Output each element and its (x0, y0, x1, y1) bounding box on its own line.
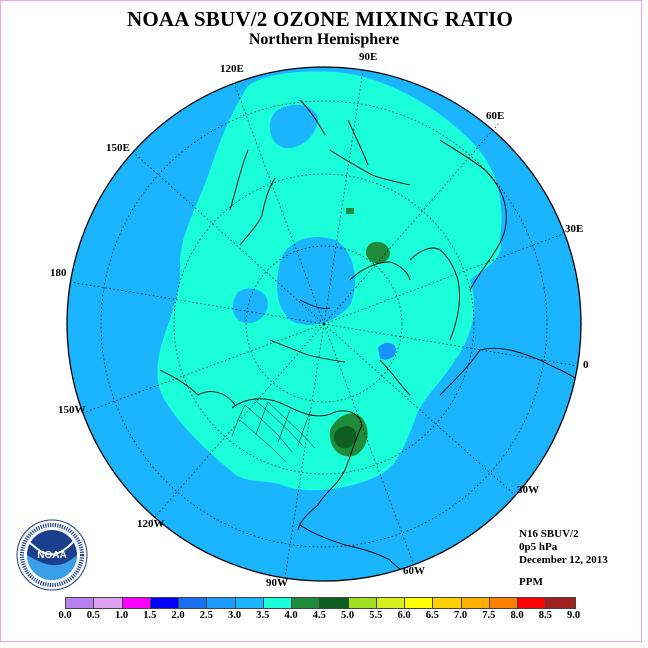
colorbar-cell (235, 598, 264, 608)
lon-label-60w: 60W (403, 565, 425, 577)
lon-label-150e: 150E (106, 142, 130, 154)
high-region-siberia (365, 241, 390, 264)
colorbar-cell (263, 598, 292, 608)
colorbar-cell (320, 598, 349, 608)
colorbar-tick-label: 5.0 (340, 610, 355, 621)
colorbar-cell (461, 598, 490, 608)
colorbar-cell (518, 598, 547, 608)
colorbar-tick-label: 0.0 (58, 610, 72, 621)
page-subtitle: Northern Hemisphere (248, 31, 400, 48)
state-boundaries (231, 399, 316, 463)
colorbar-cell (405, 598, 434, 608)
units-label: PPM (519, 576, 543, 588)
low-region-arctic (277, 236, 355, 325)
lon-label-30w: 30W (517, 484, 539, 496)
colorbar-cell (433, 598, 462, 608)
graticule (69, 69, 579, 579)
coastlines (159, 99, 576, 581)
colorbar-cell (348, 598, 377, 608)
colorbar-tick-label: 0.5 (86, 610, 100, 621)
colorbar-tick-label: 5.5 (369, 610, 383, 621)
low-region-siberia (269, 104, 318, 149)
colorbar-tick-label: 6.5 (425, 610, 439, 621)
noaa-logo: NOAA (16, 519, 88, 591)
colorbar-cell (179, 598, 208, 608)
colorbar-tick-label: 3.5 (256, 610, 270, 621)
colorbar-cell (376, 598, 405, 608)
page-title: NOAA SBUV/2 OZONE MIXING RATIO (127, 7, 513, 31)
colorbar-cell (66, 598, 95, 608)
colorbar (65, 597, 576, 609)
lon-label-150w: 150W (58, 404, 86, 416)
colorbar-tick-label: 8.0 (510, 610, 524, 621)
colorbar-tick-label: 4.5 (312, 610, 326, 621)
low-region-greenland-sea (378, 342, 396, 360)
colorbar-tick-label: 8.5 (538, 610, 552, 621)
colorbar-tick-label: 7.5 (482, 610, 496, 621)
colorbar-cell (207, 598, 236, 608)
colorbar-tick-label: 2.5 (199, 610, 213, 621)
colorbar-tick-label: 4.0 (284, 610, 298, 621)
colorbar-cell (150, 598, 179, 608)
lon-label-30e: 30E (565, 223, 584, 235)
map-outline (66, 66, 582, 582)
lon-label-90e: 90E (359, 51, 378, 63)
colorbar-tick-label: 1.0 (114, 610, 129, 621)
instrument-label: N16 SBUV/2 (519, 528, 579, 540)
high-region-small (346, 208, 354, 214)
lon-label-90w: 90W (266, 577, 288, 589)
colorbar-tick-label: 2.0 (171, 610, 185, 621)
colorbar-cell (94, 598, 123, 608)
level-label: 0p5 hPa (519, 541, 558, 553)
colorbar-cell (122, 598, 151, 608)
colorbar-tick-label: 1.5 (143, 610, 157, 621)
logo-center-text: NOAA (37, 550, 66, 561)
lon-label-120w: 120W (137, 518, 165, 530)
colorbar-cell (546, 598, 575, 608)
low-region-alaska (232, 288, 268, 324)
colorbar-cell (292, 598, 321, 608)
colorbar-tick-label: 3.0 (227, 610, 242, 621)
date-label: December 12, 2013 (519, 554, 608, 566)
lon-label-120e: 120E (220, 63, 244, 75)
colorbar-tick-label: 6.0 (397, 610, 411, 621)
colorbar-tick-label: 7.0 (453, 610, 468, 621)
peak-region-east-us (333, 426, 357, 449)
lon-label-180: 180 (50, 267, 67, 279)
lon-label-0: 0 (583, 359, 589, 371)
lon-label-60e: 60E (486, 110, 505, 122)
colorbar-tick-label: 9.0 (566, 610, 581, 621)
colorbar-cell (489, 598, 518, 608)
